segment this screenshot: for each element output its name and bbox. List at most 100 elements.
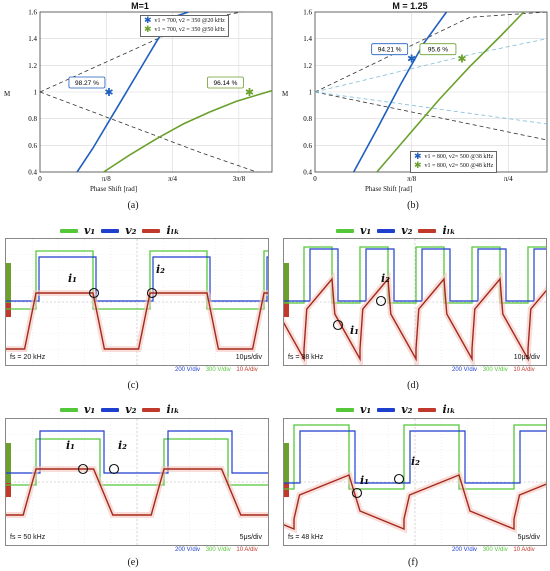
i2-label: i₂ [411,455,420,468]
v1-scale: 300 V/div [205,367,231,373]
v2-scale: 200 V/div [452,547,478,553]
x-tick-label: 3π/8 [233,175,246,183]
marker-callout-label: 98.27 % [75,80,99,87]
y-tick-label: 1.4 [303,35,312,43]
y-tick-label: 1.6 [303,9,312,17]
legend-item: v1 = 800, v2= 500 @48 kHz [424,163,494,169]
channel-marker [6,483,11,497]
i1-label: i₁ [350,324,359,337]
current-trace [6,468,268,516]
legend-item: v1 = 700, v2 = 350 @20 kHz [154,18,225,24]
channel-marker [284,483,289,497]
dashed-curve [315,91,547,141]
scales-e: 200 V/div 300 V/div 10 A/div [175,547,258,553]
osc-legend-c: v₁ v₂ iₗₖ [60,224,180,237]
x-tick-label: 0 [313,175,317,183]
current-trace [6,292,268,350]
star-icon: ✱ [414,152,422,162]
scope-panel-f: i₁ i₂ fs = 48 kHz 5μs/div [283,418,547,546]
y-tick-label: 0.6 [28,142,37,150]
x-tick-label: π/4 [504,175,513,183]
voltage-trace [284,430,546,484]
i1-label: i₁ [66,439,75,452]
channel-marker [6,263,11,303]
scope-d-traces [284,239,546,365]
plot-b-legend: ✱ v1 = 800, v2= 500 @38 kHz ✱ v1 = 800, v2… [410,151,498,173]
plot-b-title: M = 1.25 [392,1,428,11]
star-icon: ✱ [144,16,152,26]
y-tick-label: 0.8 [28,115,37,123]
marker-callout-label: 95.6 % [428,47,448,54]
v2-swatch [377,228,396,233]
voltage-trace [6,430,268,474]
series-line [376,12,525,172]
y-tick-label: 1.2 [28,62,37,70]
timebase-label: 5μs/div [517,534,540,541]
series-line [103,89,272,172]
v1-scale: 300 V/div [482,367,508,373]
frequency-label: fs = 38 kHz [288,354,324,361]
marker-callout-label: 96.14 % [214,80,238,87]
osc-legend-d: v₁ v₂ iₗₖ [336,224,456,237]
timebase-label: 10μs/div [235,354,262,361]
timebase-label: 5μs/div [239,534,262,541]
scope-panel-e: i₁ i₂ fs = 50 kHz 5μs/div [5,418,269,546]
marker-callout-box [419,43,457,56]
subcaption-e: (e) [127,557,139,568]
channel-marker [6,443,11,483]
ilk-label: iₗₖ [442,403,456,416]
y-tick-label: 1.4 [28,35,37,43]
marker-star: ✱ [245,86,254,99]
v2-scale: 200 V/div [452,367,478,373]
plot-b-ylabel: M [282,90,289,98]
v2-label: v₂ [125,224,137,237]
voltage-trace [284,248,546,302]
x-tick-label: π/8 [407,175,416,183]
ilk-swatch [418,407,437,412]
plot-b-xlabel: Phase Shift [rad] [365,185,413,193]
scope-panel-c: i₁ i₂ fs = 20 kHz 10μs/div [5,238,269,366]
channel-marker [284,303,289,317]
current-trace [284,474,546,531]
ilk-swatch [142,228,161,233]
marker-star: ✱ [457,53,466,66]
current-trace [284,277,546,362]
v2-label: v₂ [125,403,137,416]
operating-point-marker [77,463,89,475]
y-tick-label: 0.6 [303,142,312,150]
subcaption-f: (f) [408,557,418,568]
v2-label: v₂ [401,403,413,416]
channel-marker [6,303,11,317]
i1-label: i₁ [68,272,77,285]
marker-callout-box [68,76,106,89]
ilk-label: iₗₖ [166,224,180,237]
scales-f: 200 V/div 300 V/div 10 A/div [452,547,535,553]
dashed-curve [40,91,258,172]
marker-star: ✱ [407,53,416,66]
y-tick-label: 0.4 [303,169,312,177]
ilk-scale: 10 A/div [236,547,258,553]
v1-swatch [60,407,78,412]
y-tick-label: 1 [34,89,38,97]
frequency-label: fs = 20 kHz [10,354,46,361]
i2-label: i₂ [118,439,127,452]
star-icon: ✱ [144,25,152,35]
operating-point-marker [108,463,120,475]
v1-swatch [336,407,354,412]
marker-callout-label: 94.21 % [378,47,402,54]
dashed-curve [315,12,547,93]
v1-swatch [336,228,354,233]
voltage-trace [284,424,546,490]
scope-e-traces [6,419,268,545]
y-tick-label: 1.2 [303,62,312,70]
plot-b-svg: 0.4 0.6 0.8 1 1.2 1.4 1.6 0 π/8 π/4 ✱ 94.21 % ✱ 95.6 … [303,9,548,183]
operating-point-marker [88,287,100,299]
v1-label: v₁ [360,224,372,237]
v1-label: v₁ [84,403,96,416]
osc-legend-e: v₁ v₂ iₗₖ [60,403,180,416]
dashed-curve [315,38,547,93]
scales-d: 200 V/div 300 V/div 10 A/div [452,367,535,373]
timebase-label: 10μs/div [513,354,540,361]
v2-scale: 200 V/div [175,367,201,373]
ilk-scale: 10 A/div [513,367,535,373]
